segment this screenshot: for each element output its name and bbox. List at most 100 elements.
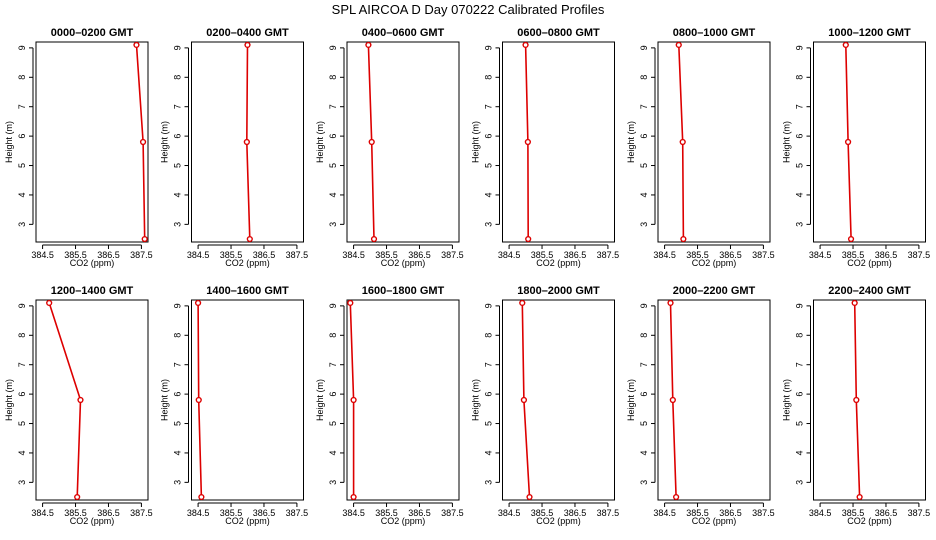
profile-panel: 1400–1600 GMT 384.5 385.5 386.5 387.5 CO2 (pp… xyxy=(160,285,309,526)
x-tick-label: 386.5 xyxy=(719,508,742,518)
plot-frame xyxy=(35,41,149,243)
x-tick-label: 384.5 xyxy=(653,250,676,260)
data-point xyxy=(350,396,357,404)
y-tick-label: 9 xyxy=(173,303,183,308)
x-tick-label: 386.5 xyxy=(564,250,587,260)
x-axis-label: CO2 (ppm) xyxy=(536,258,581,268)
x-tick-label: 387.5 xyxy=(441,250,464,260)
data-point xyxy=(347,299,354,307)
x-tick-label: 386.5 xyxy=(97,250,120,260)
data-point xyxy=(77,396,84,404)
y-tick-label: 4 xyxy=(17,450,27,455)
plot-frame xyxy=(346,299,460,501)
x-axis-label: CO2 (ppm) xyxy=(847,516,892,526)
x-tick-label: 384.5 xyxy=(342,250,365,260)
profile-panel: 0400–0600 GMT 384.5 385.5 386.5 387.5 CO2 (pp… xyxy=(315,27,464,268)
y-tick-label: 9 xyxy=(484,45,494,50)
y-tick-label: 4 xyxy=(484,450,494,455)
x-tick-label: 387.5 xyxy=(908,508,931,518)
y-tick-label: 8 xyxy=(639,75,649,80)
y-axis: 3 4 5 6 7 8 9 Height (m) xyxy=(160,303,189,485)
profile-line xyxy=(48,302,82,498)
plot-frame xyxy=(502,41,615,243)
x-tick-label: 385.5 xyxy=(64,508,87,518)
x-tick-label: 387.5 xyxy=(597,250,620,260)
y-tick-label: 7 xyxy=(484,362,494,367)
x-tick-label: 386.5 xyxy=(253,250,276,260)
y-tick-label: 8 xyxy=(17,75,27,80)
y-tick-label: 6 xyxy=(328,134,338,139)
x-tick-label: 385.5 xyxy=(531,250,554,260)
data-point xyxy=(522,41,529,49)
x-tick-label: 387.5 xyxy=(908,250,931,260)
x-tick-label: 385.5 xyxy=(686,250,709,260)
x-tick-label: 385.5 xyxy=(64,250,87,260)
y-tick-label: 6 xyxy=(173,134,183,139)
x-axis-label: CO2 (ppm) xyxy=(692,258,737,268)
data-point xyxy=(525,235,532,243)
y-tick-label: 5 xyxy=(173,163,183,168)
data-point xyxy=(141,235,148,243)
plot-frame xyxy=(813,299,926,501)
y-tick-label: 9 xyxy=(639,45,649,50)
x-axis-label: CO2 (ppm) xyxy=(70,516,115,526)
x-tick-label: 385.5 xyxy=(220,508,243,518)
y-tick-label: 3 xyxy=(795,480,805,485)
x-tick-label: 387.5 xyxy=(130,250,153,260)
y-axis: 3 4 5 6 7 8 9 Height (m) xyxy=(160,45,189,227)
y-tick-label: 7 xyxy=(639,362,649,367)
data-point xyxy=(519,299,526,307)
plot-frame xyxy=(346,41,460,243)
profile-panel: 1600–1800 GMT 384.5 385.5 386.5 387.5 CO2 (pp… xyxy=(315,285,464,526)
y-tick-label: 9 xyxy=(17,303,27,308)
y-axis-label: Height (m) xyxy=(782,121,792,163)
y-tick-label: 8 xyxy=(795,333,805,338)
y-tick-label: 7 xyxy=(328,362,338,367)
y-tick-label: 9 xyxy=(17,45,27,50)
y-tick-label: 4 xyxy=(173,450,183,455)
x-axis-label: CO2 (ppm) xyxy=(70,258,115,268)
y-axis: 3 4 5 6 7 8 9 Height (m) xyxy=(4,303,34,485)
x-tick-label: 385.5 xyxy=(220,250,243,260)
y-axis-label: Height (m) xyxy=(160,121,170,163)
x-tick-label: 387.5 xyxy=(286,508,309,518)
y-tick-label: 9 xyxy=(484,303,494,308)
profile-panel: 2000–2200 GMT 384.5 385.5 386.5 387.5 CO2 (pp… xyxy=(626,285,775,526)
profile-panel: 2200–2400 GMT 384.5 385.5 386.5 387.5 CO2 (pp… xyxy=(782,285,931,526)
x-tick-label: 387.5 xyxy=(286,250,309,260)
panel-title: 1400–1600 GMT xyxy=(206,285,289,297)
y-tick-label: 9 xyxy=(639,303,649,308)
panel-title: 2200–2400 GMT xyxy=(828,285,911,297)
y-tick-label: 6 xyxy=(795,134,805,139)
profile-panel: 0600–0800 GMT 384.5 385.5 386.5 387.5 CO2 (pp… xyxy=(471,27,620,268)
y-tick-label: 6 xyxy=(484,134,494,139)
y-tick-label: 9 xyxy=(795,45,805,50)
x-tick-label: 384.5 xyxy=(187,250,210,260)
x-axis: 384.5 385.5 386.5 387.5 CO2 (ppm) xyxy=(498,244,620,268)
data-point xyxy=(198,493,205,501)
data-point xyxy=(842,41,849,49)
y-tick-label: 4 xyxy=(328,450,338,455)
y-axis: 3 4 5 6 7 8 9 Height (m) xyxy=(626,45,656,227)
y-tick-label: 5 xyxy=(484,421,494,426)
y-tick-label: 8 xyxy=(484,75,494,80)
y-axis-label: Height (m) xyxy=(160,379,170,421)
data-point xyxy=(370,235,378,243)
profile-panel: 1800–2000 GMT 384.5 385.5 386.5 387.5 CO2 (pp… xyxy=(471,285,620,526)
x-tick-label: 385.5 xyxy=(531,508,554,518)
x-tick-label: 385.5 xyxy=(375,250,398,260)
y-axis-label: Height (m) xyxy=(4,379,14,421)
x-axis: 384.5 385.5 386.5 387.5 CO2 (ppm) xyxy=(31,244,153,268)
y-axis: 3 4 5 6 7 8 9 Height (m) xyxy=(315,303,345,485)
x-tick-label: 387.5 xyxy=(130,508,153,518)
x-tick-label: 384.5 xyxy=(187,508,210,518)
x-tick-label: 386.5 xyxy=(97,508,120,518)
y-tick-label: 7 xyxy=(328,104,338,109)
x-tick-label: 386.5 xyxy=(875,250,898,260)
y-axis: 3 4 5 6 7 8 9 Height (m) xyxy=(4,45,34,227)
y-tick-label: 9 xyxy=(328,45,338,50)
y-tick-label: 5 xyxy=(17,163,27,168)
data-point xyxy=(853,396,860,404)
panel-title: 1800–2000 GMT xyxy=(517,285,600,297)
